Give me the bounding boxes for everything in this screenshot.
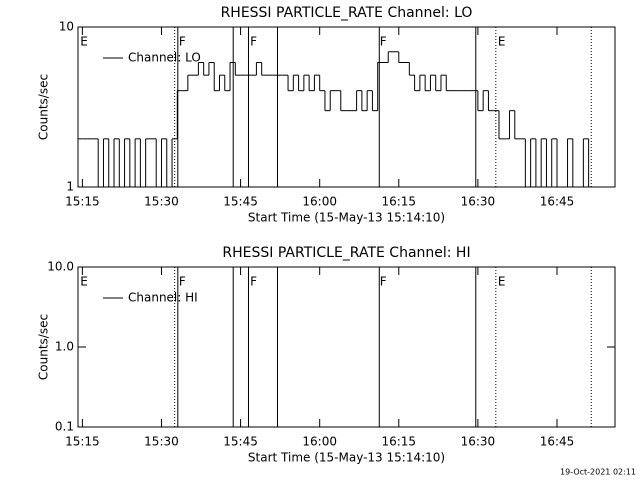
flag-label: E	[498, 275, 506, 289]
x-tick-label: 15:45	[223, 195, 258, 209]
x-tick-label: 16:30	[461, 435, 496, 449]
chart-title: RHESSI PARTICLE_RATE Channel: LO	[221, 5, 473, 21]
x-tick-label: 15:15	[65, 195, 100, 209]
x-tick-label: 16:45	[540, 195, 575, 209]
y-axis-label: Counts/sec	[37, 314, 51, 380]
y-tick-label: 1.0	[55, 340, 74, 354]
x-tick-label: 16:00	[302, 195, 337, 209]
flag-label: F	[179, 35, 186, 49]
flag-label: F	[250, 275, 257, 289]
y-tick-label: 10	[59, 20, 74, 34]
x-tick-label: 16:15	[381, 435, 416, 449]
flag-label: F	[250, 35, 257, 49]
x-tick-label: 16:45	[540, 435, 575, 449]
x-tick-label: 16:15	[381, 195, 416, 209]
flag-label: F	[179, 275, 186, 289]
flag-label: E	[80, 275, 88, 289]
legend-label: Channel: LO	[128, 51, 201, 65]
flag-label: E	[80, 35, 88, 49]
chart-title: RHESSI PARTICLE_RATE Channel: HI	[222, 245, 470, 261]
x-tick-label: 15:30	[144, 195, 179, 209]
flag-label: E	[498, 35, 506, 49]
x-tick-label: 15:30	[144, 435, 179, 449]
footer: 19-Oct-2021 02:11	[560, 468, 636, 477]
y-tick-label: 0.1	[55, 420, 74, 434]
plot-frame	[77, 26, 616, 188]
y-axis-label: Counts/sec	[37, 74, 51, 140]
flag-label: F	[380, 35, 387, 49]
x-tick-label: 16:30	[461, 195, 496, 209]
x-tick-label: 15:15	[65, 435, 100, 449]
legend-label: Channel: HI	[128, 291, 198, 305]
x-tick-label: 15:45	[223, 435, 258, 449]
x-tick-label: 16:00	[302, 435, 337, 449]
y-tick-label: 1	[66, 180, 74, 194]
x-axis-label: Start Time (15-May-13 15:14:10)	[248, 211, 445, 225]
x-axis-label: Start Time (15-May-13 15:14:10)	[248, 451, 445, 465]
flag-label: F	[380, 275, 387, 289]
y-tick-label: 10.0	[47, 260, 74, 274]
